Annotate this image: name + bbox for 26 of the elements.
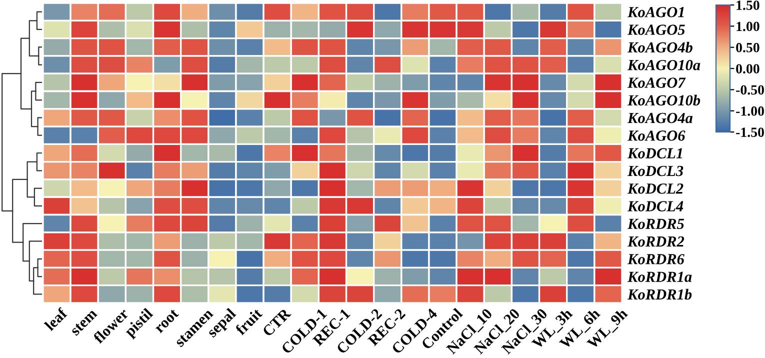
color-bar-label: -0.50 — [736, 85, 764, 95]
color-bar-label: -1.50 — [736, 128, 764, 138]
y-tick-label: KoAGO4a — [627, 112, 693, 124]
y-tick-label: KoRDR5 — [627, 218, 684, 230]
color-bar-label: 0.50 — [736, 42, 760, 52]
y-tick-label: KoRDR2 — [627, 236, 684, 247]
y-tick-label: KoRDR1b — [627, 288, 692, 300]
y-tick-label: KoRDR1a — [627, 272, 692, 282]
y-tick-label: KoRDR6 — [627, 254, 684, 264]
color-bar-label: 1.00 — [736, 22, 760, 32]
color-bar-label: 0.00 — [736, 64, 760, 74]
y-tick-label: KoDCL3 — [627, 166, 684, 176]
x-tick-label: leaf — [44, 306, 68, 332]
color-bar-label: -1.00 — [736, 106, 764, 116]
y-tick-label: KoAGO1 — [627, 7, 684, 18]
y-tick-label: KoDCL4 — [627, 201, 684, 212]
y-tick-label: KoAGO10a — [627, 60, 700, 70]
color-bar-label: 1.50 — [736, 0, 760, 10]
y-tick-label: KoAGO5 — [627, 24, 685, 35]
y-tick-label: KoAGO4b — [627, 42, 692, 53]
y-tick-label: KoAGO10b — [627, 94, 700, 106]
y-tick-label: KoDCL2 — [627, 183, 684, 194]
y-tick-label: KoAGO7 — [627, 78, 686, 88]
y-tick-label: KoAGO6 — [627, 130, 686, 141]
x-tick-label: root — [154, 308, 180, 334]
y-tick-label: KoDCL1 — [627, 148, 682, 158]
